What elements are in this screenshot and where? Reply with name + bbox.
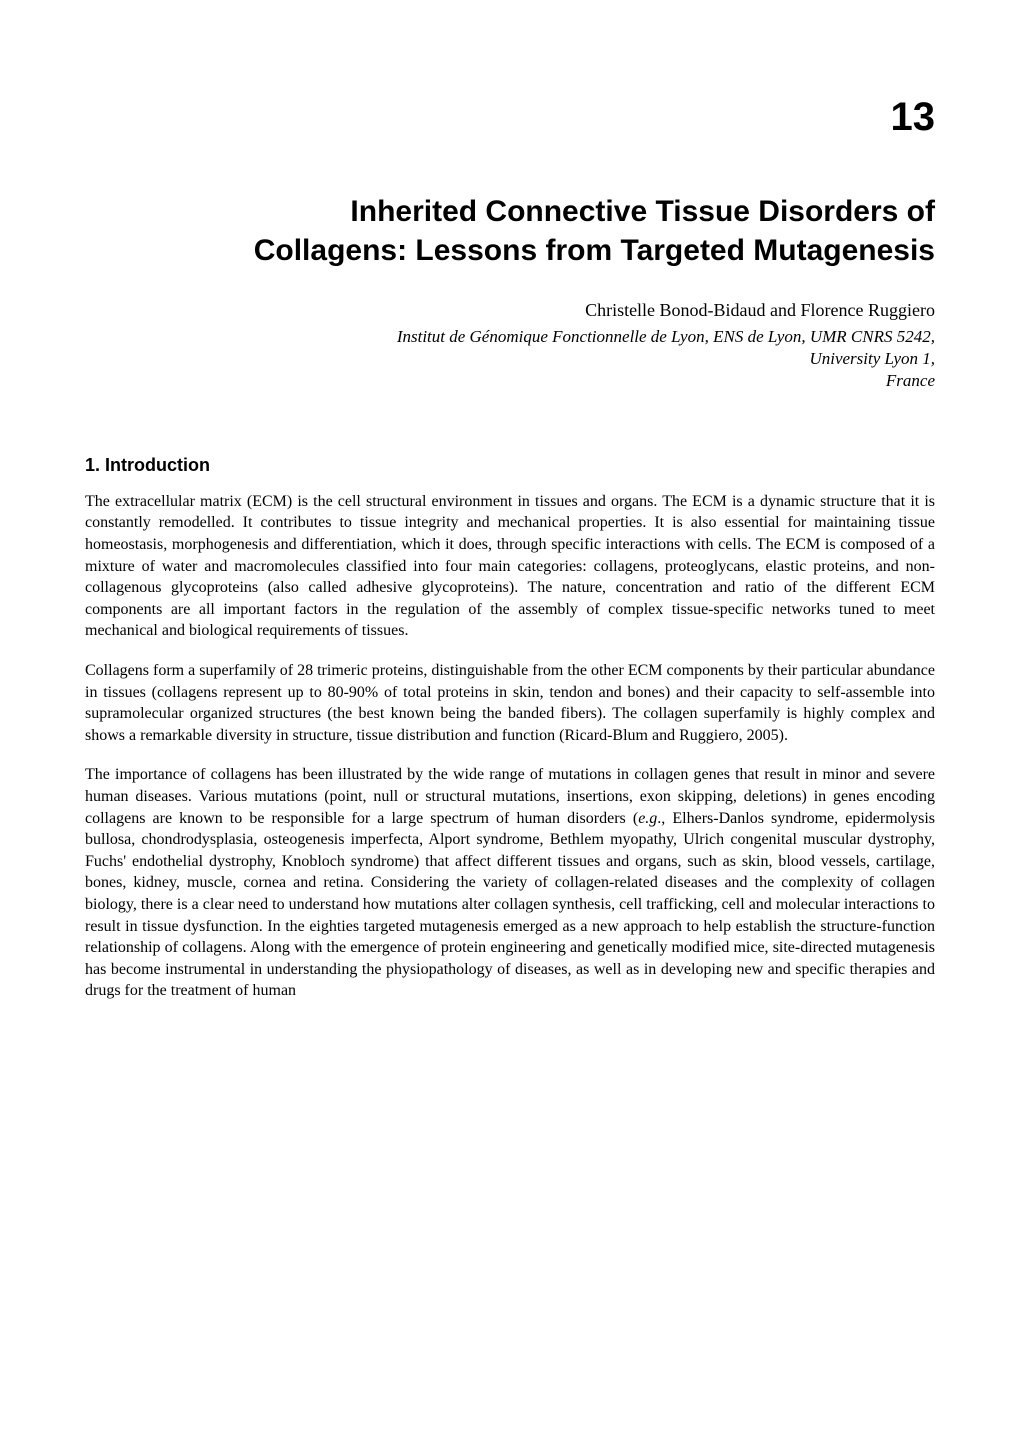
section-heading-introduction: 1. Introduction xyxy=(85,453,935,477)
authors: Christelle Bonod-Bidaud and Florence Rug… xyxy=(85,298,935,322)
chapter-title-line1: Inherited Connective Tissue Disorders of xyxy=(350,195,935,228)
affiliation-line1: Institut de Génomique Fonctionnelle de L… xyxy=(397,327,935,346)
chapter-title-line2: Collagens: Lessons from Targeted Mutagen… xyxy=(254,234,935,267)
affiliation-line3: France xyxy=(886,371,935,390)
chapter-number: 13 xyxy=(85,90,935,144)
body-paragraph-1: The extracellular matrix (ECM) is the ce… xyxy=(85,491,935,642)
para3-part-b: ., Elhers-Danlos syndrome, epidermolysis… xyxy=(85,810,935,1000)
affiliation-line2: University Lyon 1, xyxy=(809,349,935,368)
chapter-title: Inherited Connective Tissue Disorders of… xyxy=(85,192,935,270)
body-paragraph-2: Collagens form a superfamily of 28 trime… xyxy=(85,660,935,746)
para3-eg-italic: e.g xyxy=(638,810,657,827)
affiliation: Institut de Génomique Fonctionnelle de L… xyxy=(85,326,935,392)
body-paragraph-3: The importance of collagens has been ill… xyxy=(85,764,935,1002)
